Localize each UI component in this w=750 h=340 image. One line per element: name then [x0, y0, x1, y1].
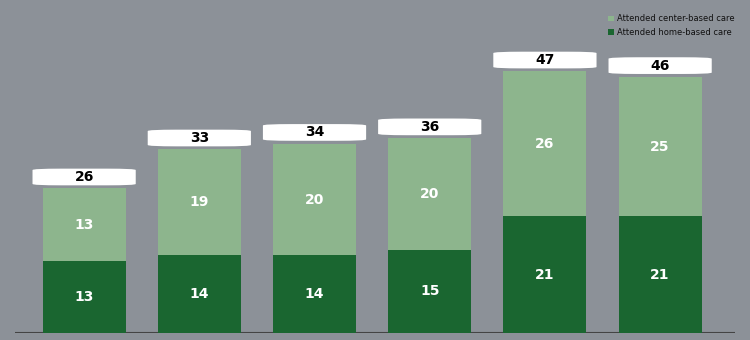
- Bar: [273, 255, 356, 333]
- Bar: [388, 138, 471, 250]
- Text: 26: 26: [536, 137, 554, 151]
- Bar: [388, 250, 471, 333]
- Text: 20: 20: [304, 192, 324, 206]
- Bar: [503, 71, 586, 216]
- Legend: Attended center-based care, Attended home-based care: Attended center-based care, Attended hom…: [604, 11, 738, 40]
- Text: 13: 13: [74, 218, 94, 232]
- Bar: [158, 149, 241, 255]
- FancyBboxPatch shape: [263, 124, 366, 141]
- Text: 34: 34: [304, 125, 324, 139]
- Text: 13: 13: [74, 290, 94, 304]
- Text: 47: 47: [536, 53, 554, 67]
- Text: 33: 33: [190, 131, 209, 145]
- Text: 36: 36: [420, 120, 440, 134]
- Text: 14: 14: [304, 287, 324, 301]
- FancyBboxPatch shape: [608, 57, 712, 74]
- Text: 21: 21: [536, 268, 555, 282]
- Bar: [43, 261, 125, 333]
- Text: 19: 19: [190, 195, 209, 209]
- Text: 25: 25: [650, 140, 670, 154]
- FancyBboxPatch shape: [148, 130, 251, 146]
- Text: 21: 21: [650, 268, 670, 282]
- Text: 46: 46: [650, 58, 670, 73]
- FancyBboxPatch shape: [378, 119, 482, 135]
- Text: 20: 20: [420, 187, 440, 201]
- Bar: [43, 188, 125, 261]
- Text: 14: 14: [190, 287, 209, 301]
- Bar: [619, 77, 701, 216]
- FancyBboxPatch shape: [32, 169, 136, 185]
- Text: 26: 26: [74, 170, 94, 184]
- Bar: [158, 255, 241, 333]
- Bar: [273, 144, 356, 255]
- FancyBboxPatch shape: [494, 52, 596, 68]
- Text: 15: 15: [420, 285, 440, 299]
- Bar: [503, 216, 586, 333]
- Bar: [619, 216, 701, 333]
